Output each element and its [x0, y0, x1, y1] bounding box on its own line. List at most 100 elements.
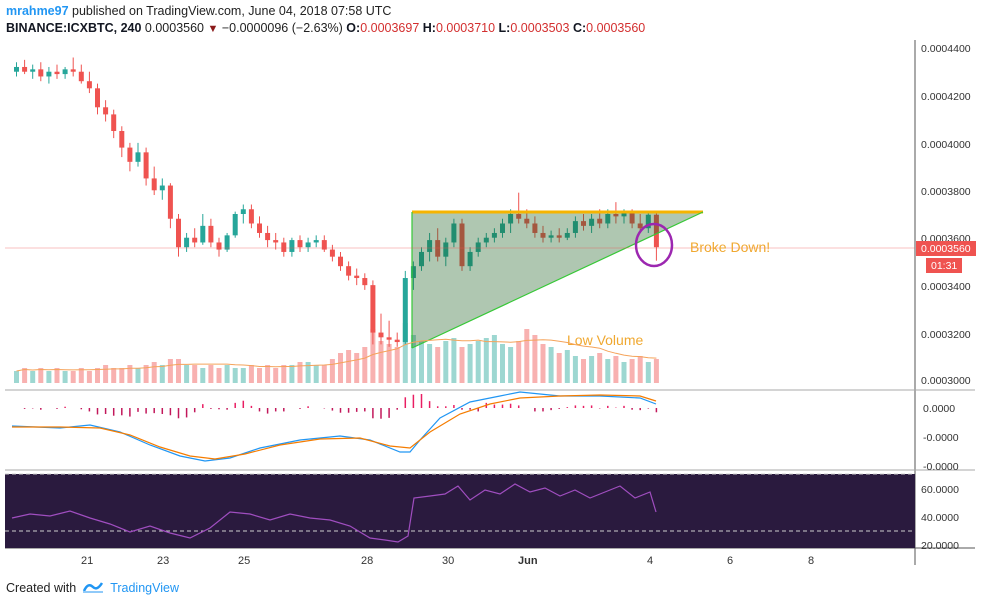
time-tick: 28: [361, 555, 373, 567]
candle-body: [176, 218, 181, 248]
candle-body: [62, 69, 68, 75]
candle-body: [516, 214, 522, 219]
candle-body: [46, 71, 52, 77]
volume-bar: [483, 338, 489, 383]
support-trendline[interactable]: [411, 211, 704, 349]
time-axis[interactable]: 21 23 25 28 30 Jun 4 6 8: [81, 555, 814, 567]
rsi-tick: 60.0000: [921, 484, 959, 496]
candle-body: [532, 223, 538, 233]
volume-bar: [265, 365, 271, 383]
time-tick: 25: [238, 555, 250, 567]
candle-body: [95, 88, 100, 108]
volume-bar: [402, 323, 408, 383]
author-link[interactable]: mrahme97: [6, 4, 69, 18]
tradingview-link[interactable]: TradingView: [110, 581, 179, 595]
macd-tick: -0.0000: [923, 461, 959, 473]
volume-bar: [78, 368, 84, 383]
candle-body: [70, 69, 76, 72]
volume-bar: [273, 368, 279, 383]
candle-body: [159, 185, 165, 191]
publish-line: mrahme97 published on TradingView.com, J…: [6, 3, 976, 20]
volume-bar: [208, 365, 214, 383]
candle-body: [378, 332, 384, 338]
candle-body: [151, 178, 157, 191]
volume-bar: [143, 365, 149, 383]
rsi-tick: 40.0000: [921, 512, 959, 524]
candle-body: [637, 223, 643, 229]
candle-body: [402, 278, 408, 343]
volume-bar: [459, 347, 465, 383]
candles: [14, 57, 659, 347]
candle-body: [556, 235, 562, 238]
candle-body: [597, 218, 603, 224]
rsi-axis[interactable]: 60.0000 40.0000 20.0000: [921, 484, 959, 552]
high-label: H:: [422, 21, 436, 35]
volume-bar: [192, 365, 198, 383]
price-tick: 0.0004200: [921, 91, 971, 103]
candle-body: [135, 152, 141, 162]
breakdown-circle[interactable]: [634, 222, 674, 268]
volume-bar: [532, 335, 538, 383]
volume-bar: [378, 341, 384, 383]
high-value: 0.0003710: [435, 21, 496, 35]
symbol-name[interactable]: BINANCE:ICXBTC, 240: [6, 21, 142, 35]
volume-bar: [305, 362, 311, 383]
volume-bar: [605, 359, 611, 383]
broke-down-annotation[interactable]: Broke Down!: [690, 239, 770, 255]
candle-body: [22, 66, 28, 72]
candle-body: [289, 240, 295, 252]
macd-axis[interactable]: 0.0000 -0.0000 -0.0000: [923, 403, 959, 473]
candle-body: [192, 237, 198, 243]
low-volume-annotation[interactable]: Low Volume: [567, 332, 643, 348]
candle-body: [248, 209, 254, 224]
volume-bar: [297, 362, 303, 383]
volume-bar: [70, 371, 76, 383]
macd-tick: -0.0000: [923, 432, 959, 444]
volume-bar: [46, 371, 52, 383]
chart-header: mrahme97 published on TradingView.com, J…: [6, 3, 976, 39]
volume-bar: [30, 371, 36, 383]
candle-body: [208, 225, 214, 243]
price-axis[interactable]: 0.0004400 0.0004200 0.0004000 0.0003800 …: [921, 43, 971, 387]
open-value: 0.0003697: [360, 21, 420, 35]
volume-bar: [54, 368, 60, 383]
candle-body: [338, 256, 343, 267]
candle-body: [548, 235, 554, 238]
candle-body: [500, 223, 505, 233]
volume-bar: [621, 362, 627, 383]
candle-body: [394, 339, 400, 343]
volume-bar: [589, 356, 595, 383]
candle-body: [572, 221, 578, 233]
volume-bar: [386, 344, 392, 383]
volume-bar: [240, 368, 246, 383]
volume-bar: [329, 359, 335, 383]
volume-bar: [427, 344, 433, 383]
volume-bar: [435, 347, 441, 383]
candle-body: [224, 235, 230, 250]
volume-bar: [500, 344, 505, 383]
time-tick: 23: [157, 555, 169, 567]
volume-bar: [370, 329, 376, 383]
time-tick: 4: [647, 555, 653, 567]
candle-body: [540, 232, 546, 238]
time-tick: 8: [808, 555, 814, 567]
volume-bar: [491, 335, 497, 383]
volume-bar: [313, 365, 319, 383]
candle-body: [459, 223, 465, 267]
tradingview-logo-icon[interactable]: [82, 580, 104, 597]
volume-bar: [167, 359, 173, 383]
volume-bar: [475, 341, 481, 383]
candle-body: [475, 242, 481, 252]
volume-bar: [540, 344, 546, 383]
candle-body: [467, 251, 473, 267]
candle-body: [370, 285, 376, 333]
volume-bar: [645, 362, 651, 383]
candle-body: [410, 266, 416, 279]
macd-line: [11, 391, 657, 462]
volume-bar: [516, 341, 522, 383]
price-tick: 0.0003000: [921, 375, 971, 387]
candle-body: [451, 223, 457, 243]
volume-bar: [564, 350, 570, 383]
volume-bar: [281, 365, 287, 383]
